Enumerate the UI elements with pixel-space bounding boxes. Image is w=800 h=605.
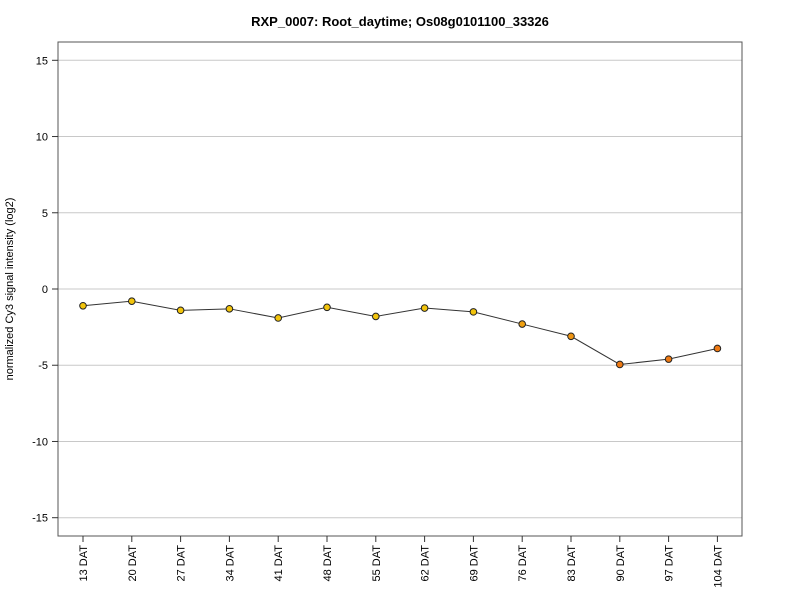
- data-point: [79, 301, 87, 310]
- data-point: [372, 312, 380, 321]
- data-point: [567, 332, 575, 341]
- x-axis: 13 DAT 20 DAT 27 DAT 34 DAT 41 DAT 48 DAT 55 D…: [78, 536, 724, 588]
- x-tick-label: 41 DAT: [273, 545, 285, 582]
- series-line: [82, 300, 718, 365]
- data-point: [274, 314, 283, 322]
- x-tick-label: 48 DAT: [322, 545, 334, 582]
- x-tick-label: 20 DAT: [127, 545, 139, 582]
- data-series: [79, 297, 722, 369]
- data-point: [616, 360, 624, 369]
- x-tick-label: 76 DAT: [517, 545, 529, 582]
- x-tick-label: 69 DAT: [468, 545, 480, 582]
- y-tick-label: -15: [32, 513, 48, 525]
- x-tick-label: 55 DAT: [371, 545, 383, 582]
- x-tick-label: 83 DAT: [566, 545, 578, 582]
- x-tick-label: 13 DAT: [78, 545, 90, 582]
- chart-title: RXP_0007: Root_daytime; Os08g0101100_333…: [251, 14, 549, 29]
- x-tick-label: 34 DAT: [224, 545, 236, 582]
- y-axis-label: normalized Cy3 signal intensity (log2): [4, 198, 16, 381]
- y-tick-label: 5: [42, 208, 48, 220]
- y-tick-label: 0: [42, 284, 48, 296]
- data-point: [664, 355, 673, 363]
- data-point: [713, 344, 722, 353]
- y-axis: 15 10 5 0 -5 -10 -15: [32, 55, 58, 525]
- x-tick-label: 27 DAT: [176, 545, 188, 582]
- data-point: [469, 308, 478, 316]
- x-tick-label: 90 DAT: [615, 545, 627, 582]
- y-tick-label: 15: [36, 55, 48, 67]
- y-tick-label: -5: [38, 360, 48, 372]
- data-point: [225, 305, 234, 313]
- x-tick-label: 104 DAT: [712, 545, 724, 588]
- data-point: [323, 303, 331, 312]
- data-point: [518, 320, 527, 328]
- x-tick-label: 97 DAT: [664, 545, 676, 582]
- y-tick-label: -10: [32, 436, 48, 448]
- y-tick-label: 10: [36, 132, 48, 144]
- data-point: [420, 304, 429, 312]
- data-point: [176, 306, 185, 315]
- x-tick-label: 62 DAT: [420, 545, 432, 582]
- data-point: [128, 297, 136, 305]
- gridlines: [58, 59, 742, 519]
